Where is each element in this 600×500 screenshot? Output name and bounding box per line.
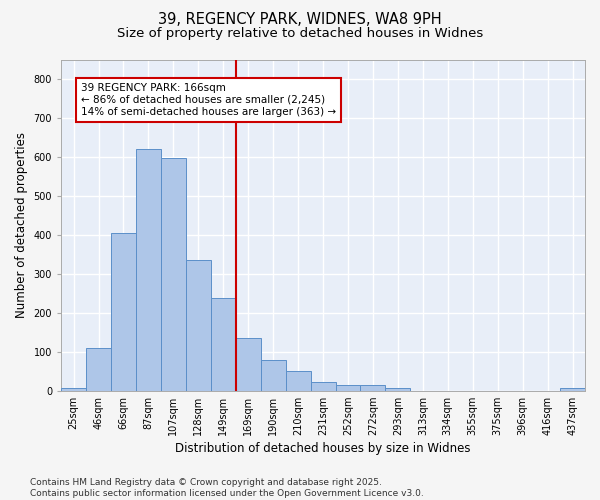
- Text: 39 REGENCY PARK: 166sqm
← 86% of detached houses are smaller (2,245)
14% of semi: 39 REGENCY PARK: 166sqm ← 86% of detache…: [81, 84, 336, 116]
- Bar: [186, 260, 211, 390]
- Bar: [311, 382, 335, 390]
- Text: Contains HM Land Registry data © Crown copyright and database right 2025.
Contai: Contains HM Land Registry data © Crown c…: [30, 478, 424, 498]
- Bar: [260, 360, 286, 390]
- Bar: [61, 388, 86, 390]
- Bar: [211, 298, 236, 390]
- Bar: [335, 385, 361, 390]
- Bar: [385, 388, 410, 390]
- Bar: [86, 348, 111, 391]
- Bar: [236, 338, 260, 390]
- Bar: [111, 233, 136, 390]
- Bar: [560, 388, 585, 390]
- Text: Size of property relative to detached houses in Widnes: Size of property relative to detached ho…: [117, 28, 483, 40]
- Bar: [361, 385, 385, 390]
- X-axis label: Distribution of detached houses by size in Widnes: Distribution of detached houses by size …: [175, 442, 471, 455]
- Bar: [136, 150, 161, 390]
- Text: 39, REGENCY PARK, WIDNES, WA8 9PH: 39, REGENCY PARK, WIDNES, WA8 9PH: [158, 12, 442, 28]
- Y-axis label: Number of detached properties: Number of detached properties: [15, 132, 28, 318]
- Bar: [161, 158, 186, 390]
- Bar: [286, 371, 311, 390]
